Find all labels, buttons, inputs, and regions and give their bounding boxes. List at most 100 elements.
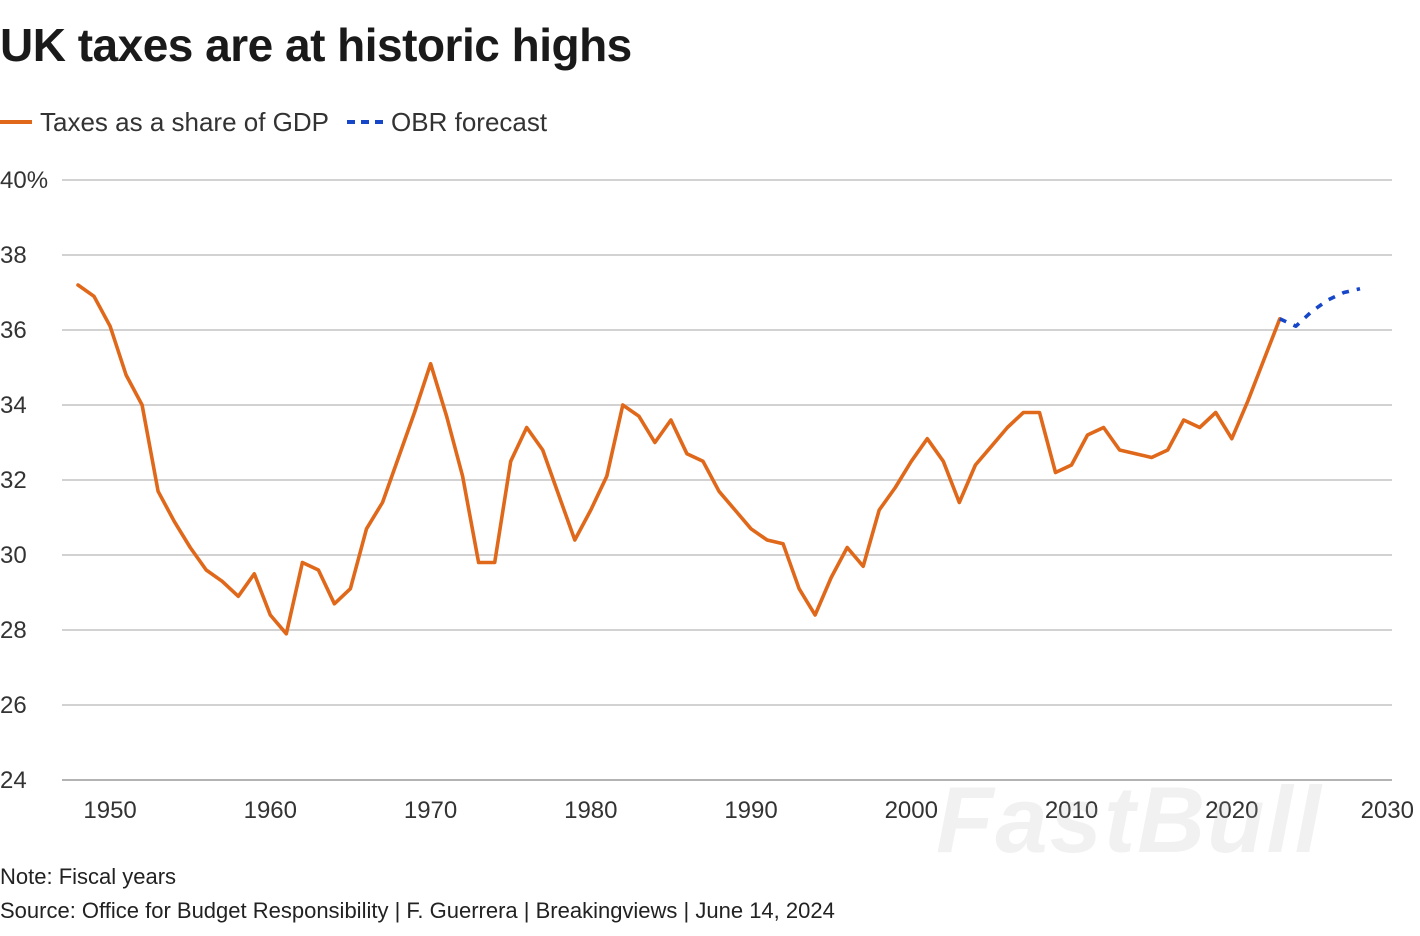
data-point-taxes xyxy=(1246,400,1249,403)
data-point-taxes xyxy=(397,456,400,459)
data-point-taxes xyxy=(477,561,480,564)
data-point-taxes xyxy=(621,403,624,406)
data-point-taxes xyxy=(365,527,368,530)
data-point-taxes xyxy=(349,587,352,590)
data-point-taxes xyxy=(92,295,95,298)
x-tick-label: 2030 xyxy=(1361,797,1414,824)
data-point-taxes xyxy=(1150,456,1153,459)
data-point-taxes xyxy=(685,452,688,455)
data-point-taxes xyxy=(766,538,769,541)
data-point-forecast xyxy=(1294,325,1297,328)
data-point-taxes xyxy=(157,490,160,493)
data-point-taxes xyxy=(1230,437,1233,440)
data-point-taxes xyxy=(974,463,977,466)
data-point-taxes xyxy=(205,568,208,571)
data-point-taxes xyxy=(381,501,384,504)
data-point-taxes xyxy=(782,542,785,545)
data-point-taxes xyxy=(894,486,897,489)
chart-source: Source: Office for Budget Responsibility… xyxy=(0,898,835,923)
data-point-taxes xyxy=(926,437,929,440)
data-point-taxes xyxy=(221,580,224,583)
data-point-taxes xyxy=(1022,411,1025,414)
y-tick-label: 26 xyxy=(0,692,27,719)
data-point-taxes xyxy=(798,587,801,590)
data-point-taxes xyxy=(830,576,833,579)
data-point-taxes xyxy=(1086,433,1089,436)
y-tick-label: 30 xyxy=(0,542,27,569)
data-point-taxes xyxy=(173,520,176,523)
data-point-taxes xyxy=(557,493,560,496)
chart-title: UK taxes are at historic highs xyxy=(0,19,632,71)
data-point-taxes xyxy=(878,508,881,511)
chart-note: Note: Fiscal years xyxy=(0,864,177,889)
data-point-taxes xyxy=(1006,426,1009,429)
data-point-taxes xyxy=(1262,358,1265,361)
x-tick-label: 2000 xyxy=(885,797,938,824)
data-series xyxy=(76,283,1361,636)
y-tick-label: 32 xyxy=(0,467,27,494)
grid-lines xyxy=(62,179,1392,781)
legend-item-forecast: OBR forecast xyxy=(347,107,547,138)
x-tick-label: 1960 xyxy=(244,797,297,824)
data-point-taxes xyxy=(862,565,865,568)
data-point-taxes xyxy=(669,418,672,421)
line-chart: 24 26 28 30 32 34 36 38 40% 1950 1960 1970 1980 1990… xyxy=(0,167,1414,824)
y-tick-label: 40% xyxy=(0,167,48,194)
data-point-taxes xyxy=(1102,426,1105,429)
x-tick-label: 2010 xyxy=(1045,797,1098,824)
y-tick-label: 34 xyxy=(0,392,27,419)
data-point-taxes xyxy=(573,538,576,541)
legend-dashed-line-icon xyxy=(347,120,384,124)
y-tick-label: 38 xyxy=(0,242,27,269)
data-point-taxes xyxy=(1054,471,1057,474)
legend-item-taxes: Taxes as a share of GDP xyxy=(0,107,329,138)
legend-label-forecast: OBR forecast xyxy=(391,106,548,137)
data-point-taxes xyxy=(701,460,704,463)
chart-legend: Taxes as a share of GDP OBR forecast xyxy=(0,104,565,140)
data-point-taxes xyxy=(125,373,128,376)
data-point-taxes xyxy=(814,613,817,616)
data-point-taxes xyxy=(285,632,288,635)
data-point-taxes xyxy=(76,283,79,286)
data-point-taxes xyxy=(1038,411,1041,414)
data-point-taxes xyxy=(910,460,913,463)
data-point-taxes xyxy=(1214,411,1217,414)
data-point-forecast xyxy=(1278,317,1281,320)
data-point-forecast xyxy=(1358,287,1361,290)
data-point-taxes xyxy=(461,475,464,478)
data-point-taxes xyxy=(990,445,993,448)
data-point-taxes xyxy=(189,546,192,549)
data-point-taxes xyxy=(413,411,416,414)
data-point-taxes xyxy=(733,508,736,511)
data-point-taxes xyxy=(493,561,496,564)
data-point-forecast xyxy=(1342,291,1345,294)
series-line-taxes xyxy=(76,283,1282,636)
data-point-taxes xyxy=(1166,448,1169,451)
y-tick-label: 36 xyxy=(0,317,27,344)
data-point-taxes xyxy=(141,403,144,406)
data-point-forecast xyxy=(1326,298,1329,301)
data-point-taxes xyxy=(1198,426,1201,429)
data-point-taxes xyxy=(653,441,656,444)
data-point-taxes xyxy=(637,415,640,418)
y-tick-label: 24 xyxy=(0,767,27,794)
data-point-taxes xyxy=(1182,418,1185,421)
y-tick-label: 28 xyxy=(0,617,27,644)
data-point-taxes xyxy=(317,568,320,571)
watermark-logo: FastBull xyxy=(936,767,1323,872)
x-tick-label: 2020 xyxy=(1205,797,1258,824)
data-point-taxes xyxy=(749,527,752,530)
data-point-taxes xyxy=(269,613,272,616)
data-point-taxes xyxy=(942,460,945,463)
data-point-taxes xyxy=(525,426,528,429)
data-point-taxes xyxy=(333,602,336,605)
series-line-forecast xyxy=(1279,286,1361,328)
x-axis-labels: 1950 1960 1970 1980 1990 2000 2010 2020 2030 xyxy=(83,797,1414,824)
data-point-taxes xyxy=(445,415,448,418)
x-tick-label: 1990 xyxy=(724,797,777,824)
data-point-taxes xyxy=(958,501,961,504)
data-point-taxes xyxy=(509,460,512,463)
x-tick-label: 1980 xyxy=(564,797,617,824)
data-point-taxes xyxy=(846,546,849,549)
data-point-taxes xyxy=(253,572,256,575)
